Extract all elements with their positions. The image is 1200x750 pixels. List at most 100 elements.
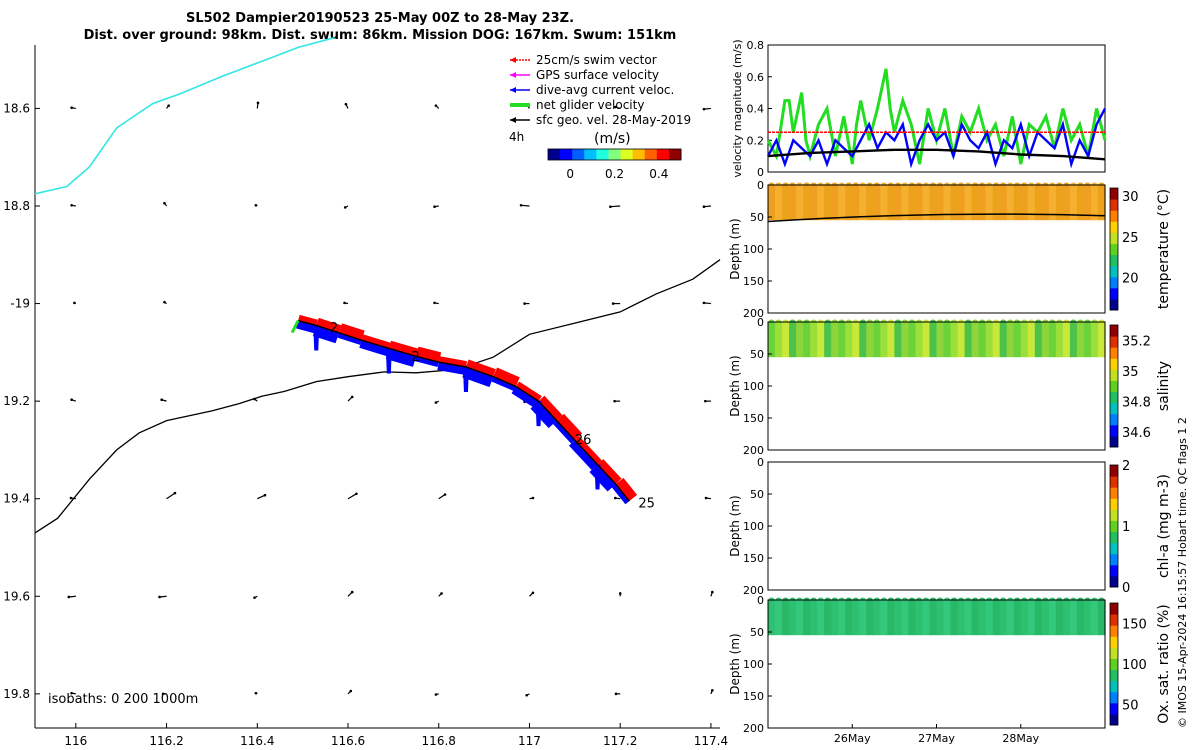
profile-data-column xyxy=(845,600,853,636)
profile-data-column xyxy=(936,185,945,221)
map-x-tick-label: 116.2 xyxy=(149,734,183,748)
profile-data-column xyxy=(789,322,797,358)
sfc-geo-vector-head xyxy=(440,592,443,595)
profile-data-cap xyxy=(1069,319,1077,327)
profile-data-cap xyxy=(768,319,776,327)
profile-data-column xyxy=(1020,322,1029,358)
profile-data-column xyxy=(985,322,994,358)
profile-data-column xyxy=(859,600,867,636)
profile-data-column xyxy=(887,600,895,636)
profile-data-cap xyxy=(845,597,853,605)
dive-avg-current-band xyxy=(385,348,417,367)
map-y-tick-label: 19.2 xyxy=(3,394,30,408)
track-map: 116 116.2 116.4 116.6 116.8 117 117.2 117.4 18.6… xyxy=(3,36,728,748)
profile-data-cap xyxy=(768,597,776,605)
profile-data-column xyxy=(1041,600,1050,636)
profile-data-column xyxy=(810,185,818,221)
sfc-geo-vector-head xyxy=(611,302,615,305)
profile-data-cap xyxy=(992,319,1000,327)
profile-data-cap xyxy=(1020,319,1028,327)
colorbar-segment xyxy=(1110,476,1118,488)
profile-data-cap xyxy=(824,597,832,605)
sfc-geo-vector-head xyxy=(350,590,354,594)
profile-data-cap xyxy=(978,319,986,327)
colorbar-segment xyxy=(1110,603,1118,615)
profile-data-column xyxy=(1076,185,1085,221)
map-y-tick-label: 19.4 xyxy=(3,492,30,506)
profile-data-cap xyxy=(859,319,867,327)
sfc-geo-vector-head xyxy=(254,691,258,695)
colorbar-segment xyxy=(1110,614,1118,626)
colorbar-segment xyxy=(1110,380,1118,393)
sfc-geo-vector-head xyxy=(702,107,706,111)
profile-data-column xyxy=(950,322,959,358)
sfc-geo-vector-head xyxy=(525,693,528,697)
sfc-geo-vector-head xyxy=(163,201,166,205)
sfc-geo-vector-head xyxy=(344,102,348,106)
profile-data-cap xyxy=(915,597,923,605)
profile-data-cap xyxy=(1020,597,1028,605)
sfc-geo-vector-head xyxy=(256,101,260,105)
sfc-geo-vector-head xyxy=(711,590,714,594)
profile-data-column xyxy=(1006,600,1015,636)
profile-data-column xyxy=(964,322,973,358)
profile-data-cap xyxy=(908,319,916,327)
depth-y-tick-label: 200 xyxy=(743,722,764,735)
profile-data-column xyxy=(964,185,973,221)
profile-data-cap xyxy=(1027,597,1035,605)
profile-data-cap xyxy=(789,597,797,605)
dive-avg-current-spike xyxy=(535,401,542,427)
profile-data-column xyxy=(866,600,874,636)
profile-data-cap xyxy=(1055,597,1063,605)
swim-vector-band xyxy=(493,367,520,387)
swim-vector-band xyxy=(438,356,468,367)
colorbar-segment xyxy=(1110,347,1118,359)
profile-data-cap xyxy=(1090,319,1098,327)
profile-data-cap xyxy=(1006,597,1014,605)
profile-data-column xyxy=(950,185,959,221)
profile-data-cap xyxy=(817,319,825,327)
sfc-geo-vector-head xyxy=(613,105,617,109)
sfc-geo-vector-head xyxy=(349,689,353,693)
profile-data-column xyxy=(908,185,917,221)
profile-data-column xyxy=(1069,600,1078,636)
colorbar-label: salinity xyxy=(1156,361,1172,411)
profile-data-column xyxy=(831,185,839,221)
figure-title-line1: SL502 Dampier20190523 25-May 00Z to 28-M… xyxy=(185,11,575,26)
sfc-geo-vector xyxy=(166,492,176,500)
cyan-track-line xyxy=(34,36,335,195)
profile-data-cap xyxy=(873,182,881,190)
depth-y-tick-label: 0 xyxy=(757,456,764,469)
dive-avg-current-spike xyxy=(462,366,469,392)
profile-data-column xyxy=(1097,185,1106,221)
profile-data-column xyxy=(999,600,1008,636)
profile-data-cap xyxy=(922,597,930,605)
profile-data-column xyxy=(1069,185,1078,221)
swim-vector-band xyxy=(615,477,638,502)
profile-data-column xyxy=(901,185,910,221)
colorbar-segment xyxy=(1110,713,1118,726)
profile-data-cap xyxy=(950,182,958,190)
colorbar-tick-label: 1 xyxy=(1122,520,1130,535)
depth-y-tick-label: 150 xyxy=(743,690,764,703)
depth-y-tick-label: 150 xyxy=(743,275,764,288)
profile-data-column xyxy=(943,600,952,636)
depth-y-axis-label: Depth (m) xyxy=(728,218,742,279)
profile-data-column xyxy=(1069,322,1078,358)
profile-data-column xyxy=(957,600,966,636)
profile-data-cap xyxy=(964,597,972,605)
profile-data-cap xyxy=(782,182,790,190)
profile-data-column xyxy=(1020,600,1029,636)
profile-data-column xyxy=(803,185,811,221)
swim-vector-band xyxy=(316,317,342,333)
profile-data-column xyxy=(887,322,895,358)
profile-data-cap xyxy=(1083,597,1091,605)
profile-data-cap xyxy=(957,597,965,605)
profile-data-column xyxy=(936,600,945,636)
profile-data-column xyxy=(992,322,1001,358)
profile-data-column xyxy=(1041,185,1050,221)
sfc-geo-vector-head xyxy=(704,496,708,500)
colorbar-segment xyxy=(548,149,561,160)
swim-vector-band xyxy=(538,395,563,421)
